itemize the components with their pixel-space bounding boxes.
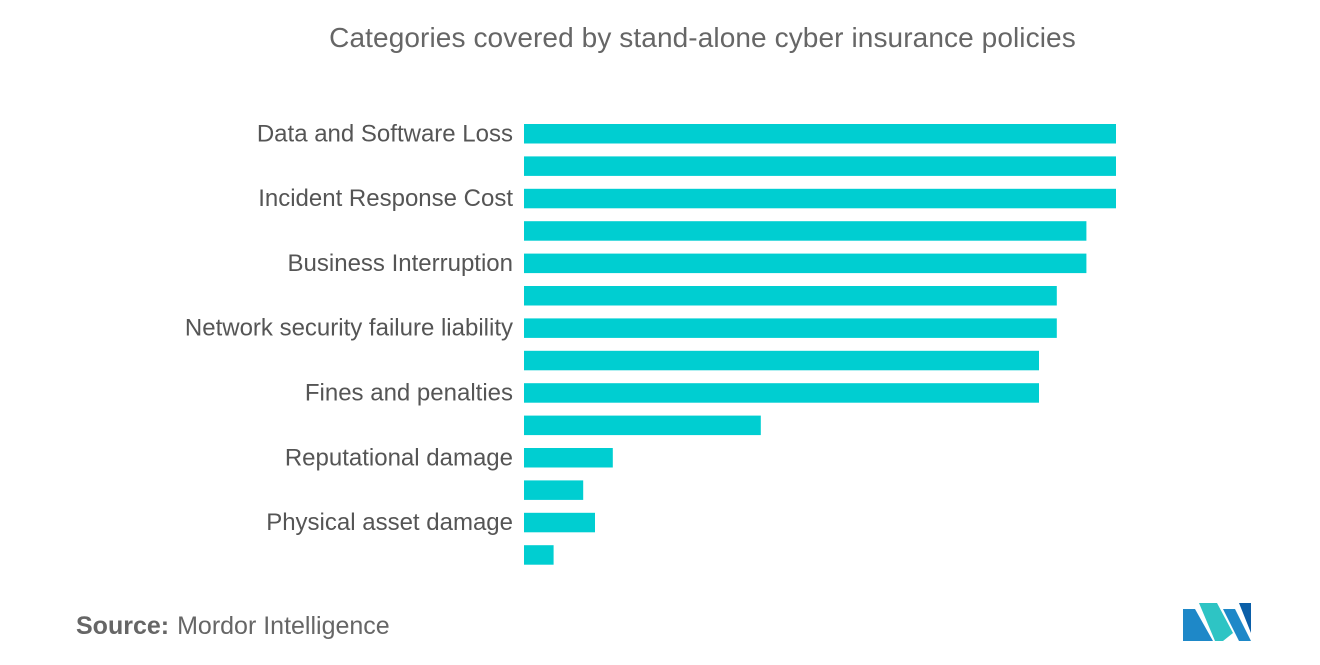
- source-note: Source: Mordor Intelligence: [76, 612, 390, 641]
- bar: [524, 448, 613, 468]
- category-label: Data and Software Loss: [257, 120, 513, 147]
- bar: [524, 318, 1057, 338]
- bar: [524, 286, 1057, 306]
- bar: [524, 415, 761, 436]
- source-label: Source:: [76, 612, 170, 640]
- bar: [524, 350, 1039, 371]
- category-label: Fines and penalties: [305, 379, 513, 406]
- category-label: Physical asset damage: [266, 509, 513, 536]
- category-label: Incident Response Cost: [258, 185, 513, 212]
- bar: [524, 253, 1087, 274]
- bar: [524, 480, 584, 500]
- category-label: Business Interruption: [288, 250, 513, 277]
- bar: [524, 221, 1087, 241]
- bar: [524, 188, 1116, 209]
- bar: [524, 545, 554, 565]
- bar-group: [524, 124, 1116, 565]
- bar: [524, 383, 1039, 403]
- source-text: Mordor Intelligence: [177, 612, 390, 640]
- chart-title: Categories covered by stand-alone cyber …: [329, 22, 1076, 53]
- mordor-intelligence-logo-icon: [1183, 603, 1251, 641]
- bar: [524, 512, 595, 533]
- category-label: Network security failure liability: [185, 315, 513, 342]
- category-label-group: Data and Software Loss Incident Response …: [185, 120, 513, 536]
- bar: [524, 124, 1116, 144]
- category-label: Reputational damage: [285, 444, 513, 471]
- bar: [524, 156, 1116, 176]
